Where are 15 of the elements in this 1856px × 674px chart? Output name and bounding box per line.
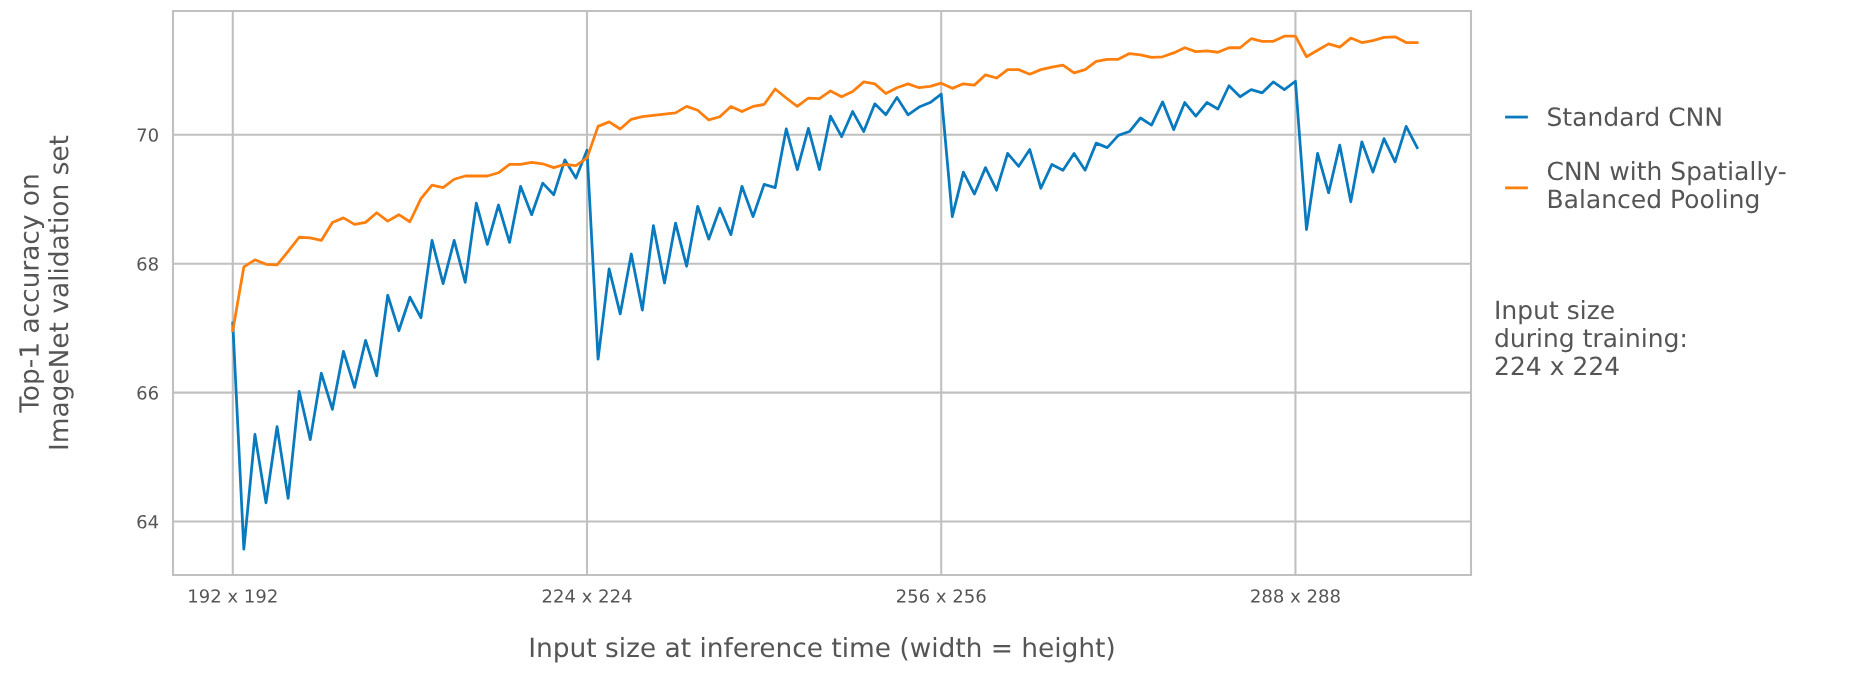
line-series bbox=[231, 34, 1419, 333]
x-tick-label: 256 x 256 bbox=[897, 589, 986, 603]
y-axis-title: Top-1 accuracy on ImageNet validation set bbox=[19, 135, 74, 449]
legend-label: Standard CNN bbox=[1548, 106, 1721, 127]
x-tick-label: 224 x 224 bbox=[542, 589, 632, 603]
x-axis-title: Input size at inference time (width = height) bbox=[530, 636, 1114, 663]
y-tick-label: 64 bbox=[137, 514, 159, 529]
y-tick-label: 70 bbox=[137, 128, 158, 142]
y-tick-label: 68 bbox=[137, 257, 158, 271]
text: Input size during training: 224 x 224 bbox=[1495, 300, 1685, 375]
x-tick-label: 288 x 288 bbox=[1251, 589, 1340, 603]
x-tick-label: 192 x 192 bbox=[189, 589, 277, 603]
legend-label: CNN with Spatially- Balanced Pooling bbox=[1547, 161, 1786, 214]
line-series bbox=[231, 79, 1419, 551]
y-tick-label: 66 bbox=[137, 386, 158, 400]
